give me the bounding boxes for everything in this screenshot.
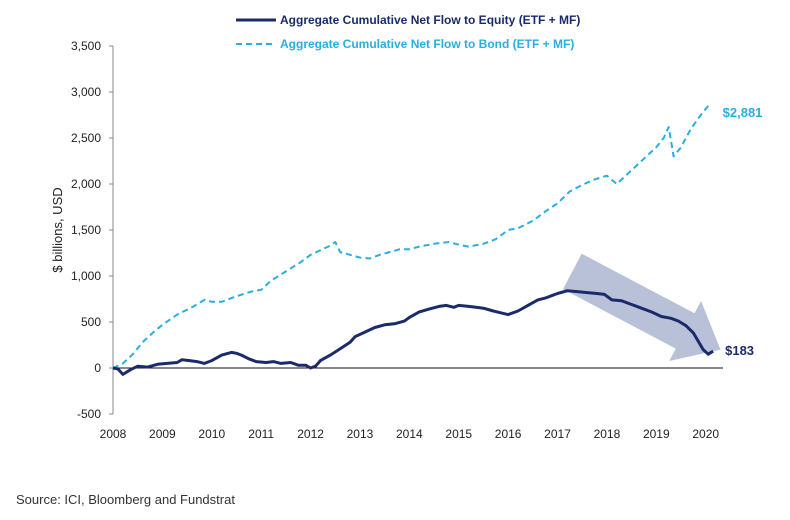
y-axis-label: $ billions, USD	[50, 187, 65, 272]
x-axis-ticks: 2008 2009 2010 2011 2012 2013 2014 2015 2016 2017…	[100, 427, 720, 441]
x-tick-label: 2018	[594, 427, 621, 441]
y-tick-label: 1,500	[71, 223, 101, 237]
y-axis-ticks: -500 0 500 1,000 1,500 2,000 2,500 3,000 3,500	[71, 39, 113, 421]
y-tick-label: 2,500	[71, 131, 101, 145]
equity-end-label: $183	[725, 343, 754, 358]
y-tick-label: -500	[77, 407, 101, 421]
y-tick-label: 1,000	[71, 269, 101, 283]
legend: Aggregate Cumulative Net Flow to Equity …	[236, 13, 580, 51]
source-note: Source: ICI, Bloomberg and Fundstrat	[16, 492, 235, 507]
y-tick-label: 500	[81, 315, 101, 329]
x-tick-label: 2009	[149, 427, 176, 441]
equity-flow-line	[112, 289, 714, 376]
x-tick-label: 2010	[198, 427, 225, 441]
x-tick-label: 2011	[248, 427, 274, 441]
x-tick-label: 2017	[544, 427, 571, 441]
bond-flow-line	[112, 102, 712, 369]
y-tick-label: 3,000	[71, 85, 101, 99]
x-tick-label: 2013	[347, 427, 374, 441]
bond-end-label: $2,881	[723, 105, 763, 120]
y-tick-label: 2,000	[71, 177, 101, 191]
x-tick-label: 2016	[495, 427, 522, 441]
y-tick-label: 0	[94, 361, 101, 375]
legend-label-equity: Aggregate Cumulative Net Flow to Equity …	[280, 13, 580, 27]
x-tick-label: 2008	[100, 427, 127, 441]
x-tick-label: 2014	[396, 427, 423, 441]
x-tick-label: 2019	[643, 427, 670, 441]
x-tick-label: 2012	[297, 427, 324, 441]
x-tick-label: 2015	[445, 427, 472, 441]
y-tick-label: 3,500	[71, 39, 101, 53]
x-tick-label: 2020	[692, 427, 719, 441]
legend-label-bond: Aggregate Cumulative Net Flow to Bond (E…	[280, 37, 574, 51]
